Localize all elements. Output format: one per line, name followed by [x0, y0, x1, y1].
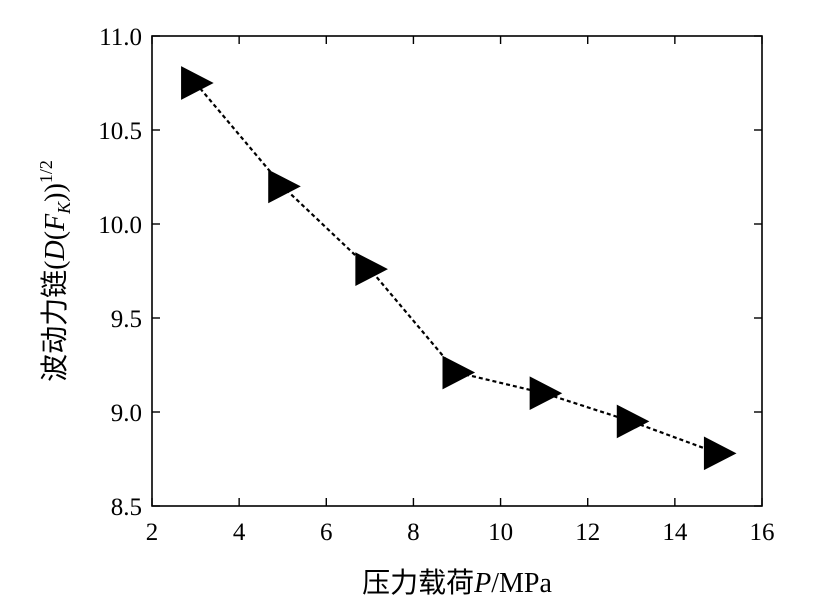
x-tick-label: 12: [575, 519, 600, 546]
x-tick-label: 14: [662, 519, 688, 546]
y-tick-label: 10.0: [98, 212, 142, 239]
y-axis-label: 波动力链(D(FK))1/2: [36, 160, 74, 382]
data-point: [442, 355, 476, 390]
data-point: [616, 404, 650, 439]
x-tick-label: 2: [146, 519, 159, 546]
axis-ticks: [151, 35, 763, 507]
x-tick-label: 8: [407, 519, 420, 546]
x-tick-label: 4: [233, 519, 246, 546]
data-point: [703, 436, 737, 471]
data-point: [268, 169, 301, 204]
series-layer: [181, 66, 737, 471]
series-line: [194, 82, 719, 455]
plot-area-frame: [151, 35, 763, 507]
tick-labels: 2 4 6 8 10 12 14 16 8.5 9.0 9.5 10.0 10.5 11.0: [98, 24, 774, 546]
y-tick-label: 8.5: [111, 494, 142, 521]
x-tick-label: 6: [320, 519, 333, 546]
x-tick-label: 10: [488, 519, 513, 546]
y-tick-label: 9.0: [111, 400, 142, 427]
data-point: [529, 376, 563, 411]
y-tick-label: 11.0: [99, 24, 142, 51]
data-point: [355, 252, 388, 286]
x-tick-label: 16: [750, 519, 775, 546]
y-tick-label: 9.5: [111, 306, 142, 333]
y-tick-label: 10.5: [98, 118, 142, 145]
x-axis-label: 压力载荷P/MPa: [362, 567, 552, 599]
data-point: [181, 66, 214, 100]
